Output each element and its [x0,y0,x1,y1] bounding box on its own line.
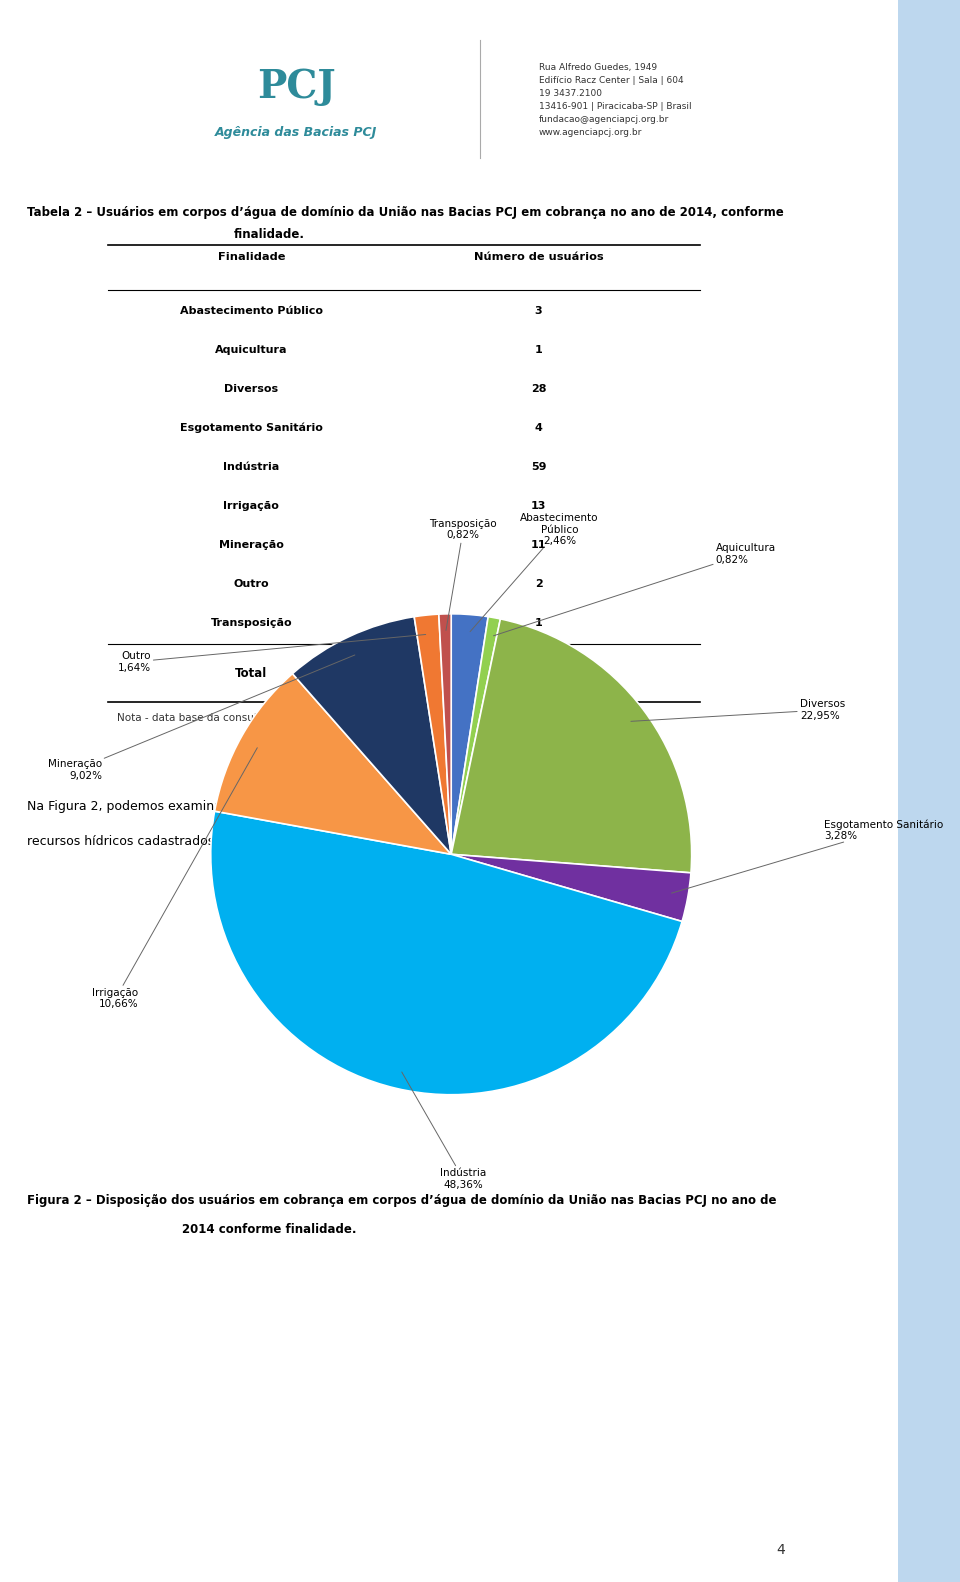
Text: Figura 2 – Disposição dos usuários em cobrança em corpos d’água de domínio da Un: Figura 2 – Disposição dos usuários em co… [27,1194,777,1207]
Text: Outro
1,64%: Outro 1,64% [117,634,425,672]
Wedge shape [439,614,451,854]
Text: finalidade.: finalidade. [234,228,304,240]
Text: Irrigação: Irrigação [224,501,279,511]
Text: Nota - data base da consulta: dezembro de 2014: Nota - data base da consulta: dezembro d… [117,713,372,723]
Text: 3: 3 [535,305,542,316]
Text: Na Figura 2, podemos examinar, em termos relativos, a distribuição do número de : Na Figura 2, podemos examinar, em termos… [27,800,621,813]
Text: 1: 1 [535,619,542,628]
Wedge shape [451,617,500,854]
Text: Agência das Bacias PCJ: Agência das Bacias PCJ [215,127,377,139]
Text: 122: 122 [526,666,551,680]
Text: recursos hídricos cadastrados no CNARH, conforme finalidade.: recursos hídricos cadastrados no CNARH, … [27,835,420,848]
Text: 2014 conforme finalidade.: 2014 conforme finalidade. [182,1223,356,1236]
Text: Abastecimento
Público
2,46%: Abastecimento Público 2,46% [470,513,599,631]
Text: Mineração: Mineração [219,539,284,551]
Text: 13: 13 [531,501,546,511]
Text: Transposição: Transposição [210,619,292,628]
Text: Rua Alfredo Guedes, 1949
Edifício Racz Center | Sala | 604
19 3437.2100
13416-90: Rua Alfredo Guedes, 1949 Edifício Racz C… [539,63,691,136]
Text: Abastecimento Público: Abastecimento Público [180,305,323,316]
Wedge shape [293,617,451,854]
Text: Diversos
22,95%: Diversos 22,95% [631,699,845,721]
Text: 4: 4 [777,1544,785,1557]
Text: 28: 28 [531,384,546,394]
Wedge shape [451,614,489,854]
Text: Finalidade: Finalidade [218,252,285,261]
Text: Tabela 2 – Usuários em corpos d’água de domínio da União nas Bacias PCJ em cobra: Tabela 2 – Usuários em corpos d’água de … [27,206,783,218]
Wedge shape [211,812,683,1095]
Text: Total: Total [235,666,268,680]
Text: Esgotamento Sanitário
3,28%: Esgotamento Sanitário 3,28% [671,819,943,894]
Text: Transposição
0,82%: Transposição 0,82% [429,519,497,630]
Text: Indústria: Indústria [224,462,279,471]
Wedge shape [215,674,451,854]
Text: 2: 2 [535,579,542,589]
Text: Aquicultura
0,82%: Aquicultura 0,82% [493,543,776,636]
Text: Aquicultura: Aquicultura [215,345,288,354]
Text: Irrigação
10,66%: Irrigação 10,66% [92,748,257,1009]
Text: Diversos: Diversos [225,384,278,394]
Text: 4: 4 [535,422,542,433]
Text: 59: 59 [531,462,546,471]
Text: Número de usuários: Número de usuários [473,252,604,261]
Text: 11: 11 [531,539,546,551]
Text: PCJ: PCJ [257,68,336,106]
Wedge shape [414,614,451,854]
Text: Outro: Outro [233,579,269,589]
Text: Esgotamento Sanitário: Esgotamento Sanitário [180,422,323,433]
Text: Indústria
48,36%: Indústria 48,36% [402,1073,487,1190]
Text: 1: 1 [535,345,542,354]
Text: Mineração
9,02%: Mineração 9,02% [48,655,355,782]
Wedge shape [451,854,691,921]
Wedge shape [451,619,691,873]
